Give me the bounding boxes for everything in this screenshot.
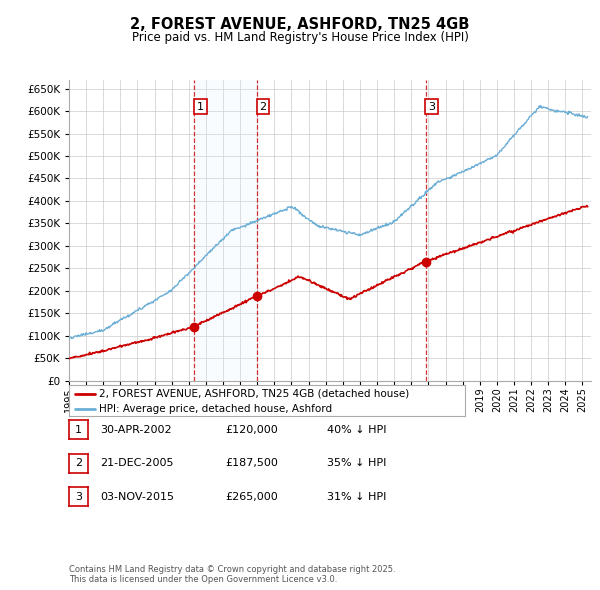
Text: £120,000: £120,000 <box>225 425 278 434</box>
Text: 31% ↓ HPI: 31% ↓ HPI <box>327 492 386 502</box>
Bar <box>194 80 257 381</box>
Text: 2: 2 <box>75 458 82 468</box>
Text: £265,000: £265,000 <box>225 492 278 502</box>
Text: 35% ↓ HPI: 35% ↓ HPI <box>327 458 386 468</box>
Text: 1: 1 <box>75 425 82 434</box>
Text: 03-NOV-2015: 03-NOV-2015 <box>100 492 174 502</box>
Text: 2, FOREST AVENUE, ASHFORD, TN25 4GB (detached house): 2, FOREST AVENUE, ASHFORD, TN25 4GB (det… <box>98 389 409 399</box>
Text: 3: 3 <box>428 101 435 112</box>
Text: Price paid vs. HM Land Registry's House Price Index (HPI): Price paid vs. HM Land Registry's House … <box>131 31 469 44</box>
Text: 1: 1 <box>197 101 204 112</box>
Text: 2, FOREST AVENUE, ASHFORD, TN25 4GB: 2, FOREST AVENUE, ASHFORD, TN25 4GB <box>130 17 470 31</box>
Text: 30-APR-2002: 30-APR-2002 <box>100 425 172 434</box>
Text: HPI: Average price, detached house, Ashford: HPI: Average price, detached house, Ashf… <box>98 404 332 414</box>
Text: £187,500: £187,500 <box>225 458 278 468</box>
Text: 21-DEC-2005: 21-DEC-2005 <box>100 458 174 468</box>
Text: 40% ↓ HPI: 40% ↓ HPI <box>327 425 386 434</box>
Text: Contains HM Land Registry data © Crown copyright and database right 2025.
This d: Contains HM Land Registry data © Crown c… <box>69 565 395 584</box>
Text: 3: 3 <box>75 492 82 502</box>
Text: 2: 2 <box>259 101 266 112</box>
